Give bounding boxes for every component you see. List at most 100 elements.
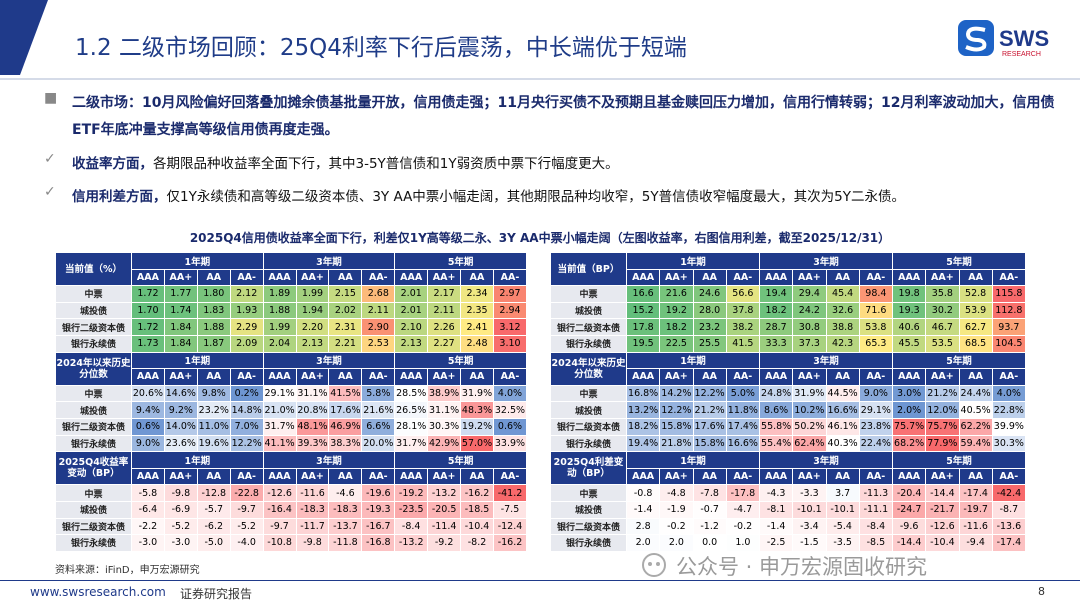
data-row: 城投债 13.2% 12.2% 21.2% 11.8% 8.6% 10.2% 16.6% 29.… (550, 401, 1027, 419)
value-cell: -42.4 (991, 484, 1027, 502)
value-cell: 1.94 (295, 301, 330, 320)
value-cell: 2.11 (427, 301, 462, 320)
footer-line (0, 580, 1080, 581)
value-cell: -9.2 (427, 534, 462, 552)
value-cell: 5.0% (725, 384, 761, 403)
value-cell: 9.8% (196, 384, 231, 403)
data-row: 银行永续债 19.4% 21.8% 15.8% 16.6% 55.4% 62.4% 40.3%… (550, 434, 1027, 453)
data-row: 城投债 9.4% 9.2% 23.2% 14.8% 21.0% 20.8% 17.6% 21.6… (55, 401, 528, 419)
group-header: 5年期 (892, 351, 1026, 370)
value-cell: -9.4 (958, 534, 993, 552)
value-cell: 37.3 (792, 334, 827, 353)
row-label: 银行二级资本债 (550, 318, 627, 336)
data-row: 银行永续债 2.0 2.0 0.0 1.0 -2.5 -1.5 -3.5 -8.5 -14.4 -1… (550, 534, 1027, 552)
rating-header: AA (958, 467, 993, 486)
row-label: 城投债 (55, 401, 132, 419)
value-cell: 2.34 (460, 285, 494, 303)
data-row: 银行二级资本债 17.8 18.2 23.2 38.2 28.7 30.8 38.8 53.8 4… (550, 318, 1027, 336)
rating-header: AA (825, 368, 860, 386)
data-row: 银行二级资本债 2.8 -0.2 -1.2 -0.2 -1.4 -3.4 -5.4 -8.4 -9… (550, 517, 1027, 536)
group-header: 1年期 (131, 351, 264, 370)
value-cell: 45.5 (891, 334, 927, 353)
rating-header: AA- (361, 467, 396, 486)
rating-header: AA+ (163, 368, 198, 386)
value-cell: -1.4 (625, 500, 661, 519)
value-cell: 41.1% (262, 434, 297, 453)
value-cell: 2.09 (229, 334, 264, 353)
value-cell: 104.5 (991, 334, 1027, 353)
rating-header: AA- (361, 368, 396, 386)
value-cell: -21.7 (925, 500, 960, 519)
value-cell: 13.2% (625, 401, 661, 419)
value-cell: -11.1 (858, 500, 894, 519)
value-cell: -12.6 (262, 484, 297, 502)
rating-header: AA (825, 268, 860, 287)
value-cell: 28.0 (692, 301, 727, 320)
value-cell: 62.4% (792, 434, 827, 453)
row-label: 银行二级资本债 (55, 417, 132, 436)
bullet: 信用利差方面，仅1Y永续债和高等级二级资本债、3Y AA中票小幅走阔，其他期限品… (72, 184, 1057, 211)
value-cell: 2.04 (262, 334, 297, 353)
value-cell: 12.2% (659, 401, 694, 419)
group-header: 3年期 (759, 451, 893, 469)
value-cell: 22.5 (659, 334, 694, 353)
table-panel: 当前值（%） 1年期 3年期 5年期 AAA AA+ AA AA- AAA AA+ AA AA- AAA… (55, 251, 528, 552)
bullet-marker: ■ (44, 90, 58, 106)
row-label: 银行永续债 (550, 334, 627, 353)
header-row: AAA AA+ AA AA- AAA AA+ AA AA- AAA AA+ AA AA- (551, 368, 1027, 386)
value-cell: 9.4% (131, 401, 165, 419)
rating-header: AA+ (427, 467, 462, 486)
value-cell: 1.72 (131, 318, 165, 336)
bullet-lead: 信用利差方面， (72, 189, 167, 205)
value-cell: -9.8 (295, 534, 330, 552)
footer-label: 证券研究报告 (180, 587, 253, 601)
rating-header: AA- (858, 467, 894, 486)
data-row: 中票 16.8% 14.2% 12.2% 5.0% 24.8% 31.9% 44.5% 9.0%… (550, 384, 1027, 403)
value-cell: -7.8 (692, 484, 727, 502)
section-label: 当前值（%） (55, 251, 132, 287)
value-cell: 35.8 (925, 285, 960, 303)
value-cell: 75.7% (891, 417, 927, 436)
value-cell: -18.5 (460, 500, 494, 519)
value-cell: 18.2% (625, 417, 661, 436)
value-cell: 23.8% (858, 417, 894, 436)
value-cell: 20.8% (295, 401, 330, 419)
data-row: 城投债 15.2 19.2 28.0 37.8 18.2 24.2 32.6 71.6 19.3 3… (550, 301, 1027, 320)
value-cell: 2.27 (427, 334, 462, 353)
value-cell: 57.0% (460, 434, 494, 453)
section-label: 2024年以来历史分位数 (55, 351, 132, 386)
value-cell: -12.6 (925, 517, 960, 536)
value-cell: -9.7 (262, 517, 297, 536)
value-cell: -14.4 (891, 534, 927, 552)
value-cell: 31.7% (394, 434, 429, 453)
value-cell: 53.5 (925, 334, 960, 353)
rating-header: AA+ (792, 467, 827, 486)
row-label: 中票 (550, 384, 627, 403)
rating-header: AA+ (659, 268, 694, 287)
rating-header: AA- (858, 268, 894, 287)
bullet-marker: ✓ (44, 184, 56, 200)
value-cell: -0.2 (659, 517, 694, 536)
rating-header: AA (958, 368, 993, 386)
value-cell: 11.0% (196, 417, 231, 436)
rating-header: AA (460, 467, 494, 486)
value-cell: -17.4 (991, 534, 1027, 552)
header-decor: SWS RESEARCH (0, 0, 1080, 80)
value-cell: 14.0% (163, 417, 198, 436)
value-cell: 18.2 (758, 301, 794, 320)
row-label: 银行二级资本债 (55, 517, 132, 536)
row-label: 中票 (55, 484, 132, 502)
data-table: 当前值（BP） 1年期 3年期 5年期 AAA AA+ AA AA- AAA AA+ AA AA- AA… (550, 251, 1027, 552)
rating-header: AA+ (659, 368, 694, 386)
value-cell: -5.2 (229, 517, 264, 536)
value-cell: -12.4 (492, 517, 528, 536)
header-row: AAA AA+ AA AA- AAA AA+ AA AA- AAA AA+ AA AA- (56, 268, 528, 287)
rating-header: AA (328, 368, 363, 386)
value-cell: -5.2 (163, 517, 198, 536)
header-row: AAA AA+ AA AA- AAA AA+ AA AA- AAA AA+ AA AA- (56, 368, 528, 386)
value-cell: 30.2 (925, 301, 960, 320)
rating-header: AA- (725, 368, 761, 386)
value-cell: 2.13 (394, 334, 429, 353)
rating-header: AA- (858, 368, 894, 386)
value-cell: 16.6 (625, 285, 661, 303)
